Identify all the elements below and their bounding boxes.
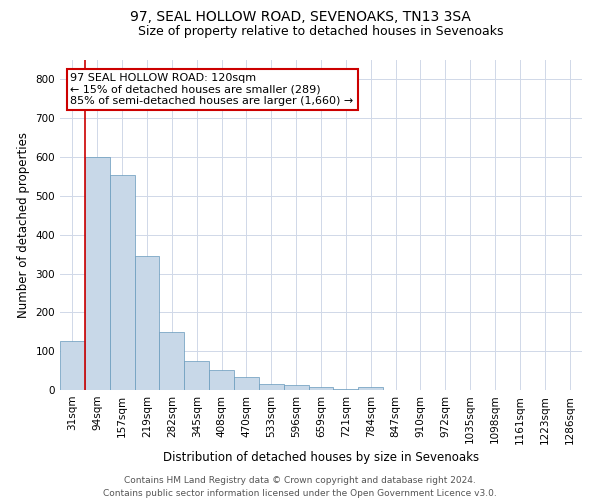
Bar: [358, 387, 383, 390]
Bar: [209, 370, 234, 390]
Text: 97, SEAL HOLLOW ROAD, SEVENOAKS, TN13 3SA: 97, SEAL HOLLOW ROAD, SEVENOAKS, TN13 3S…: [130, 10, 470, 24]
Bar: [160, 332, 184, 390]
Bar: [134, 256, 160, 390]
Bar: [60, 342, 85, 390]
Bar: [308, 387, 334, 390]
Bar: [284, 386, 308, 390]
X-axis label: Distribution of detached houses by size in Sevenoaks: Distribution of detached houses by size …: [163, 450, 479, 464]
Bar: [110, 174, 134, 390]
Bar: [259, 384, 284, 390]
Bar: [184, 361, 209, 390]
Bar: [234, 377, 259, 390]
Bar: [334, 389, 358, 390]
Title: Size of property relative to detached houses in Sevenoaks: Size of property relative to detached ho…: [138, 25, 504, 38]
Text: Contains HM Land Registry data © Crown copyright and database right 2024.
Contai: Contains HM Land Registry data © Crown c…: [103, 476, 497, 498]
Bar: [85, 157, 110, 390]
Text: 97 SEAL HOLLOW ROAD: 120sqm
← 15% of detached houses are smaller (289)
85% of se: 97 SEAL HOLLOW ROAD: 120sqm ← 15% of det…: [70, 73, 353, 106]
Y-axis label: Number of detached properties: Number of detached properties: [17, 132, 30, 318]
